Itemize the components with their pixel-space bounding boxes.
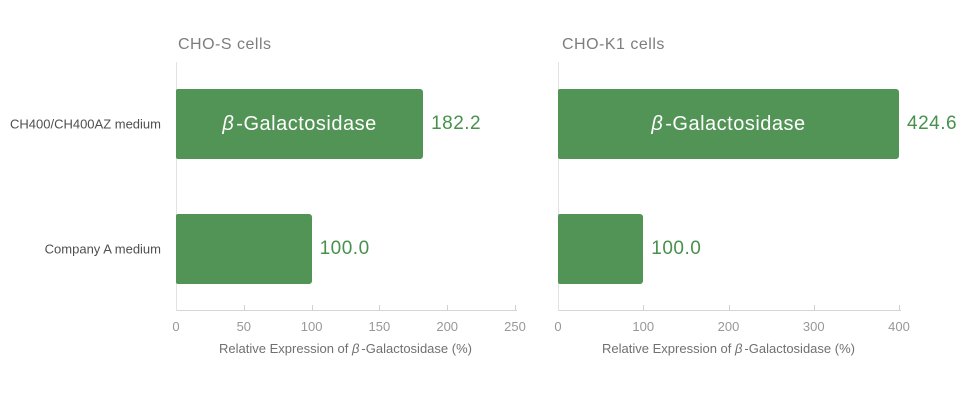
chart-title: CHO-S cells [178, 36, 272, 53]
x-tick-mark [515, 305, 516, 311]
beta-glyph: β [651, 112, 664, 135]
x-tick-label: 150 [368, 319, 391, 334]
beta-glyph: β [222, 112, 235, 135]
x-tick-label: 200 [436, 319, 459, 334]
category-label: Company A medium [44, 241, 161, 257]
bar-cho-s-row-0: β -Galactosidase [176, 89, 424, 160]
bar-inner-label: β -Galactosidase [222, 112, 377, 135]
x-tick-mark [643, 305, 645, 311]
bar-cho-s-row-1 [176, 213, 312, 284]
x-tick-label: 400 [888, 319, 910, 334]
bar-inner-label: β -Galactosidase [651, 112, 806, 135]
x-axis-line [176, 310, 517, 311]
x-tick-label: 300 [802, 319, 825, 334]
beta-glyph: β [351, 341, 360, 356]
x-tick-mark [899, 305, 900, 311]
value-label: 182.2 [431, 113, 482, 135]
y-axis-line [558, 62, 559, 311]
y-axis-line [176, 62, 177, 311]
chart-cho-k1-cells: CHO-K1 cells β -Galactosidase 424.6 100.0 0… [540, 0, 960, 416]
x-tick-label: 0 [172, 319, 180, 334]
x-tick-mark [813, 305, 815, 311]
x-tick-label: 100 [632, 319, 655, 334]
x-axis-title: Relative Expression of β -Galactosidase (… [602, 341, 855, 356]
value-label: 100.0 [319, 237, 370, 259]
plot-area: β -Galactosidase 182.2 100.0 [176, 62, 517, 311]
x-tick-mark [447, 305, 449, 311]
x-tick-mark [243, 305, 245, 311]
x-tick-mark [379, 305, 381, 311]
x-tick-label: 250 [504, 319, 526, 334]
chart-cho-s-cells: CHO-S cells β -Galactosidase 182.2 100.0 0 5… [9, 36, 526, 356]
x-tick-label: 50 [236, 319, 252, 334]
value-label: 100.0 [651, 237, 702, 259]
x-axis-line [558, 310, 901, 311]
beta-glyph: β [734, 341, 743, 356]
x-axis-title: Relative Expression of β -Galactosidase (… [219, 341, 472, 356]
x-tick-label: 200 [717, 319, 740, 334]
chart-title: CHO-K1 cells [562, 36, 665, 53]
x-tick-mark [311, 305, 313, 311]
x-tick-mark [728, 305, 730, 311]
plot-area: β -Galactosidase 424.6 100.0 [558, 62, 957, 311]
category-label: CH400/CH400AZ medium [9, 116, 161, 132]
bar-cho-k1-row-1 [558, 213, 644, 284]
bar-cho-k1-row-0: β -Galactosidase [558, 89, 899, 160]
x-tick-label: 100 [300, 319, 323, 334]
x-tick-label: 0 [554, 319, 562, 334]
value-label: 424.6 [907, 113, 958, 135]
